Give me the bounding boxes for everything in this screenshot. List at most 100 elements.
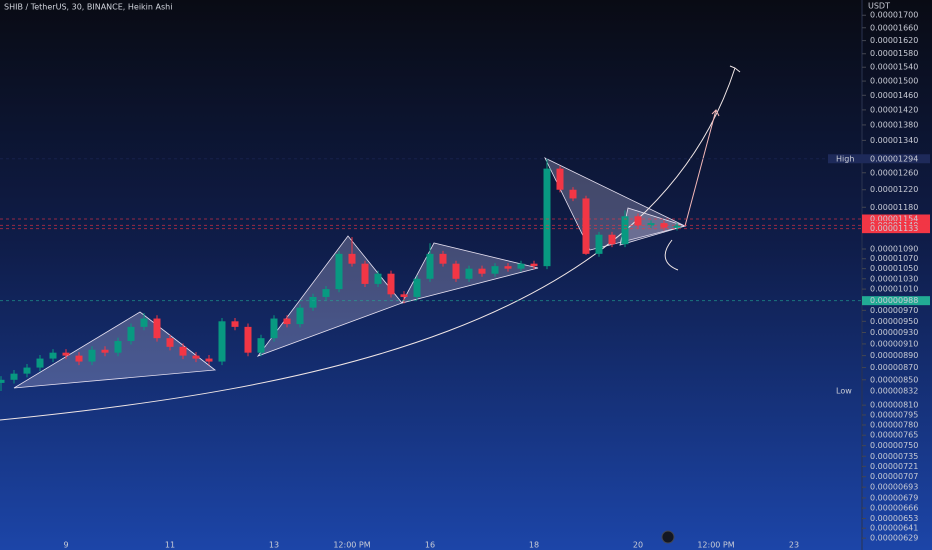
candle-body (556, 168, 564, 190)
y-tick-label: 0.00000629 (870, 534, 918, 543)
arc (0, 67, 736, 421)
candle-body (166, 338, 174, 347)
candle-body (413, 278, 421, 297)
price-tag (862, 214, 930, 224)
x-tick-label: 18 (529, 541, 539, 550)
candle-body (179, 346, 187, 356)
chart-title: SHIB / TetherUS, 30, BINANCE, Heikin Ash… (4, 3, 172, 12)
y-tick-label: 0.00000930 (870, 328, 918, 337)
candle-body (608, 234, 616, 245)
candle-body (114, 341, 122, 353)
y-tick-label: 0.00000810 (870, 401, 918, 410)
candle-body (452, 263, 460, 279)
y-tick-label: 0.00001540 (870, 63, 918, 72)
y-tick-label: 0.00000910 (870, 339, 918, 348)
candle-body (101, 349, 109, 353)
y-tick-label: 0.00000721 (870, 462, 918, 471)
y-tick-label: 0.00000870 (870, 363, 918, 372)
price-tag (862, 224, 930, 234)
candle-body (426, 253, 434, 279)
y-tick-label: 0.00000653 (870, 514, 918, 523)
y-tick-label: 0.00001620 (870, 36, 918, 45)
candle-body (205, 358, 213, 362)
candle-body (517, 263, 525, 269)
x-tick-label: 13 (269, 541, 279, 550)
candle-body (296, 307, 304, 325)
price-tag-name: Low (836, 387, 852, 396)
y-tick-label: 0.00001580 (870, 49, 918, 58)
candle-body (491, 266, 499, 274)
y-axis-label: USDT (868, 2, 890, 11)
projections (0, 65, 741, 421)
y-tick-label: 0.00001030 (870, 274, 918, 283)
arc (664, 239, 679, 271)
candle-body (153, 318, 161, 339)
y-tick-label: 0.00001050 (870, 264, 918, 273)
y-tick-label: 0.00000765 (870, 431, 918, 440)
candle-body (621, 216, 629, 245)
candle-body (582, 198, 590, 254)
x-tick-label: 11 (165, 541, 175, 550)
candle-body (231, 321, 239, 327)
y-tick-label: 0.00001500 (870, 77, 918, 86)
y-tick-label: 0.00000679 (870, 493, 918, 502)
candle-body (647, 223, 655, 226)
arrow-head (729, 65, 741, 73)
candle-body (244, 326, 252, 353)
y-tick-label: 0.00001220 (870, 185, 918, 194)
y-tick-label: 0.00000707 (870, 472, 918, 481)
price-tag-value: 0.00001294 (870, 154, 918, 163)
y-tick-label: 0.00000750 (870, 441, 918, 450)
replay-button[interactable] (661, 530, 675, 544)
x-tick-label: 12:00 PM (697, 541, 734, 550)
candle-body (75, 355, 83, 362)
price-tag-name-bg (828, 154, 862, 164)
candle-body (335, 253, 343, 290)
arrow-head (711, 109, 720, 117)
candle-body (660, 223, 668, 228)
candle-body (361, 263, 369, 284)
candle-body (0, 379, 5, 383)
candle-body (23, 367, 31, 374)
y-tick-label: 0.00001380 (870, 120, 918, 129)
candle-body (569, 189, 577, 199)
candle-body (673, 225, 681, 228)
y-tick-label: 0.00000890 (870, 351, 918, 360)
price-tag-value: 0.00000988 (870, 296, 918, 305)
candle-body (140, 318, 148, 327)
candle-body (543, 168, 551, 267)
candle-body (36, 358, 44, 368)
y-tick-label: 0.00001420 (870, 105, 918, 114)
x-tick-label: 9 (63, 541, 68, 550)
candle-body (400, 294, 408, 297)
y-tick-label: 0.00001660 (870, 23, 918, 32)
candle-body (88, 349, 96, 362)
candle-body (530, 263, 538, 267)
price-tag-value: 0.00001154 (870, 214, 918, 223)
candle-body (10, 373, 18, 380)
y-tick-label: 0.00001460 (870, 91, 918, 100)
y-tick-label: 0.00001180 (870, 203, 918, 212)
x-tick-label: 16 (425, 541, 435, 550)
y-tick-label: 0.00000735 (870, 452, 918, 461)
price-tag (862, 154, 930, 164)
candle-body (374, 273, 382, 284)
candle-body (504, 266, 512, 269)
y-tick-label: 0.00000693 (870, 483, 918, 492)
candle-body (322, 289, 330, 297)
y-tick-label: 0.00001260 (870, 168, 918, 177)
price-tag-name: High (836, 154, 854, 163)
candle-body (348, 253, 356, 264)
y-tick-label: 0.00001340 (870, 136, 918, 145)
y-tick-label: 0.00000970 (870, 306, 918, 315)
candle-body (309, 296, 317, 308)
candle-body (478, 268, 486, 274)
arrow (684, 109, 717, 227)
y-tick-label: 0.00000641 (870, 524, 918, 533)
y-tick-label: 0.00000666 (870, 504, 918, 513)
price-tag (862, 296, 930, 306)
y-tick-label: 0.00001010 (870, 285, 918, 294)
y-tick-label: 0.00001090 (870, 244, 918, 253)
